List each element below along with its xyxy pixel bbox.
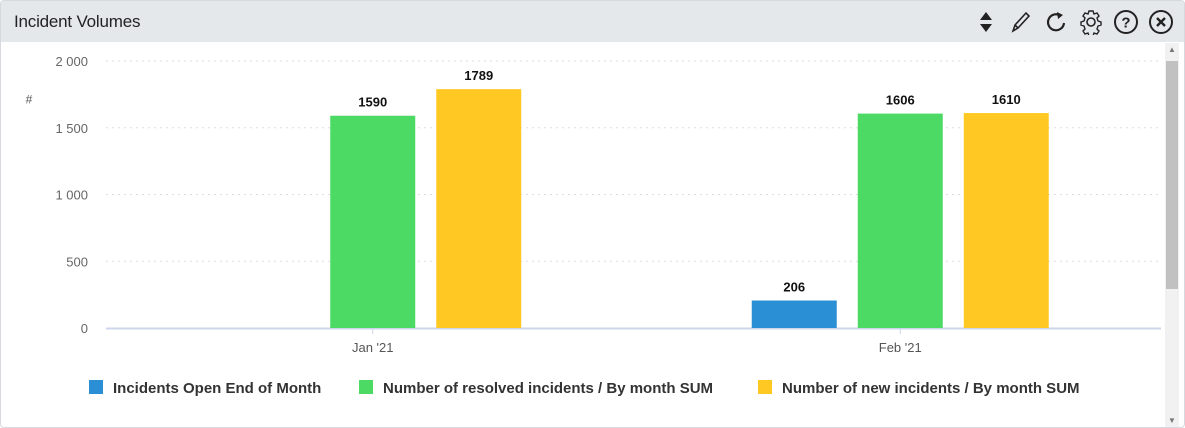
legend-swatch [758,380,772,394]
legend-item[interactable]: Incidents Open End of Month [113,380,321,397]
legend-swatch [89,380,103,394]
x-tick-label: Jan '21 [352,340,394,355]
sort-icon[interactable] [973,9,999,35]
y-tick-label: 2 000 [55,54,88,69]
bar [751,300,837,328]
y-tick-label: 500 [66,254,88,269]
refresh-icon[interactable] [1043,9,1069,35]
bar [963,113,1049,328]
data-label: 1789 [464,68,493,83]
bar [330,115,416,328]
y-tick-label: 0 [81,321,88,336]
y-tick-label: 1 500 [55,121,88,136]
help-icon[interactable]: ? [1113,9,1139,35]
widget-header: Incident Volumes ? [1,1,1184,42]
data-label: 1590 [358,95,387,110]
close-icon[interactable] [1148,9,1174,35]
legend-swatch [359,380,373,394]
bar [436,89,522,328]
pencil-icon[interactable] [1008,9,1034,35]
widget-title: Incident Volumes [14,11,141,31]
y-axis-label: # [26,92,33,106]
scroll-down-icon[interactable]: ▼ [1168,416,1176,425]
data-label: 206 [783,279,805,294]
svg-text:?: ? [1121,14,1130,31]
legend-item[interactable]: Number of new incidents / By month SUM [782,380,1080,397]
scroll-up-icon[interactable]: ▲ [1168,45,1176,54]
x-tick-label: Feb '21 [879,340,922,355]
bar [857,113,943,328]
data-label: 1610 [992,92,1021,107]
scrollbar-thumb[interactable] [1166,61,1178,289]
y-tick-label: 1 000 [55,188,88,203]
scrollbar[interactable]: ▲ ▼ [1165,43,1179,427]
data-label: 1606 [886,93,915,108]
legend-item[interactable]: Number of resolved incidents / By month … [383,380,713,397]
gear-icon[interactable] [1078,9,1104,35]
bar-chart: 0 500 1 000 1 500 2 000 # Jan '21 1590 1789 Feb '… [26,54,1161,397]
